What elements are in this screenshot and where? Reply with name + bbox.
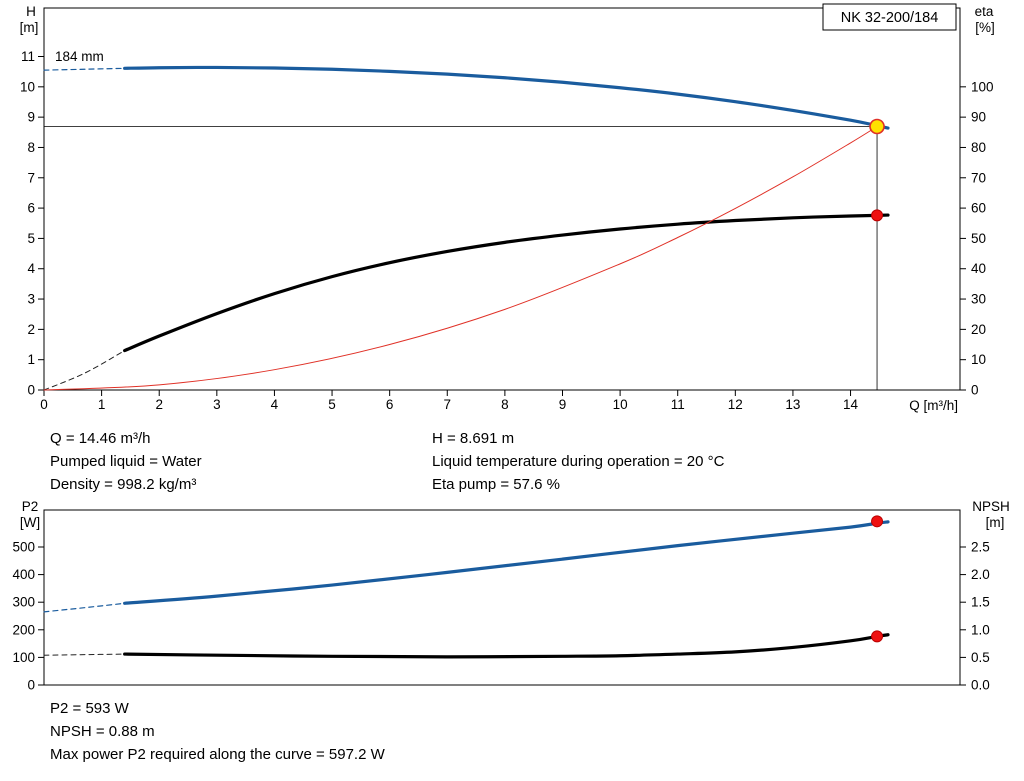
x-tick-label: 10 — [613, 397, 628, 412]
right-tick-label: 80 — [971, 140, 986, 155]
x-tick-label: 0 — [40, 397, 48, 412]
right-tick-label: 70 — [971, 170, 986, 185]
left-tick-label: 10 — [20, 79, 35, 94]
p2-curve-lead-dashed — [43, 602, 126, 613]
duty-point[interactable] — [869, 118, 885, 135]
left-axis-title: P2 — [22, 499, 39, 514]
hq-eta-chart[interactable]: 0 1 2 3 4 5 6 7 8 9 10 11 12 13 1401234567891011010203… — [0, 0, 1024, 420]
left-tick-label: 400 — [12, 567, 35, 582]
eta-curve — [123, 213, 890, 353]
hq-eta-plot: 0 1 2 3 4 5 6 7 8 9 10 11 12 13 1401234567891011010203… — [20, 7, 994, 412]
x-tick-label: 1 — [98, 397, 106, 412]
left-tick-label: 6 — [27, 201, 35, 216]
right-tick-label: 60 — [971, 201, 986, 216]
left-tick-label: 8 — [27, 140, 35, 155]
right-tick-label: 2.0 — [971, 567, 990, 582]
right-axis-title: eta — [975, 4, 994, 19]
result-details: P2 = 593 W NPSH = 0.88 m Max power P2 re… — [50, 697, 385, 766]
left-tick-label: 3 — [27, 292, 35, 307]
left-tick-label: 500 — [12, 539, 35, 554]
right-tick-label: 100 — [971, 79, 994, 94]
right-tick-label: 40 — [971, 261, 986, 276]
x-tick-label: 13 — [785, 397, 800, 412]
x-tick-label: 14 — [843, 397, 859, 412]
p2-npsh-plot: 0 100 200 300 400 500 0.0 0.5 1.0 1.5 2.0 2.5 — [12, 509, 990, 693]
head-curve — [123, 65, 890, 130]
duty-details-left: Q = 14.46 m³/h Pumped liquid = Water Den… — [50, 427, 202, 496]
x-tick-label: 9 — [559, 397, 567, 412]
x-tick-label: 8 — [501, 397, 509, 412]
right-tick-label: 2.5 — [971, 539, 990, 554]
p2-npsh-chart[interactable]: 0 100 200 300 400 500 0.0 0.5 1.0 1.5 2.0 2.5 P2 [W… — [0, 497, 1024, 697]
x-tick-label: 12 — [728, 397, 743, 412]
x-tick-label: 11 — [671, 397, 685, 412]
x-tick-label: 7 — [444, 397, 452, 412]
left-tick-label: 5 — [27, 231, 35, 246]
npsh-value-text: NPSH = 0.88 m — [50, 723, 155, 740]
x-tick-label: 3 — [213, 397, 221, 412]
left-axis-unit: [W] — [20, 515, 40, 530]
liquid-temperature-text: Liquid temperature during operation = 20… — [432, 453, 725, 470]
eta-pump-text: Eta pump = 57.6 % — [432, 476, 560, 493]
left-tick-label: 200 — [12, 622, 35, 637]
max-power-text: Max power P2 required along the curve = … — [50, 746, 385, 763]
right-tick-label: 10 — [971, 352, 986, 367]
duty-flow-text: Q = 14.46 m³/h — [50, 430, 151, 447]
npsh-curve-lead-dashed — [43, 653, 126, 656]
density-text: Density = 998.2 kg/m³ — [50, 476, 197, 493]
right-tick-label: 1.5 — [971, 595, 990, 610]
left-tick-label: 0 — [27, 383, 35, 398]
pumped-liquid-text: Pumped liquid = Water — [50, 453, 202, 470]
x-tick-label: 2 — [155, 397, 163, 412]
npsh-curve — [123, 633, 890, 659]
p2-curve — [123, 520, 890, 605]
x-axis-title: Q [m³/h] — [909, 398, 958, 413]
right-tick-label: 90 — [971, 110, 986, 125]
right-tick-label: 0.5 — [971, 650, 990, 665]
x-tick-label: 5 — [328, 397, 336, 412]
eta-point — [871, 209, 884, 222]
right-tick-label: 20 — [971, 322, 986, 337]
plot-frame — [43, 7, 961, 391]
x-tick-label: 6 — [386, 397, 394, 412]
right-tick-label: 30 — [971, 292, 986, 307]
left-tick-label: 1 — [27, 352, 35, 367]
left-tick-label: 2 — [27, 322, 35, 337]
pump-model-label: NK 32-200/184 — [841, 10, 939, 26]
left-tick-label: 300 — [12, 595, 35, 610]
head-curve-lead-dashed — [43, 67, 126, 71]
left-tick-label: 0 — [27, 678, 35, 693]
left-tick-label: 11 — [21, 49, 35, 64]
right-axis-unit: [m] — [986, 515, 1005, 530]
p2-point — [871, 515, 884, 528]
p2-value-text: P2 = 593 W — [50, 700, 129, 717]
impeller-diameter-label: 184 mm — [55, 49, 104, 64]
plot-frame — [43, 509, 961, 686]
right-tick-label: 1.0 — [971, 622, 990, 637]
right-axis-title: NPSH — [972, 499, 1010, 514]
duty-head-text: H = 8.691 m — [432, 430, 515, 447]
right-tick-label: 0 — [971, 383, 979, 398]
right-tick-label: 50 — [971, 231, 986, 246]
npsh-point — [871, 630, 884, 643]
duty-details-right: H = 8.691 m Liquid temperature during op… — [432, 427, 724, 496]
system-curve — [43, 126, 878, 391]
eta-curve-lead-dashed — [43, 350, 126, 391]
x-tick-label: 4 — [271, 397, 279, 412]
right-axis-unit: [%] — [975, 20, 995, 35]
left-tick-label: 9 — [27, 110, 35, 125]
pump-model-box — [822, 3, 957, 31]
left-tick-label: 7 — [27, 170, 35, 185]
left-tick-label: 100 — [12, 650, 35, 665]
right-tick-label: 0.0 — [971, 678, 990, 693]
left-axis-unit: [m] — [20, 20, 39, 35]
left-axis-title: H — [26, 4, 36, 19]
left-tick-label: 4 — [27, 261, 35, 276]
